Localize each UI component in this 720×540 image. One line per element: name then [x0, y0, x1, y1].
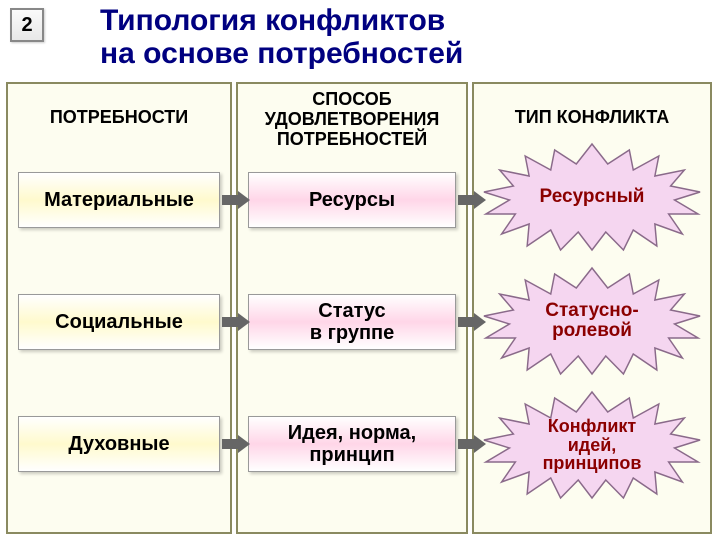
method-box-2: Статус в группе	[248, 294, 456, 350]
slide-number: 2	[21, 14, 32, 37]
method-box-3: Идея, норма, принцип	[248, 416, 456, 472]
arrow-icon	[222, 313, 250, 331]
conflict-2-l1: Статусно-	[545, 301, 638, 321]
arrow-icon	[458, 313, 486, 331]
slide-title: Типология конфликтов на основе потребнос…	[100, 4, 660, 70]
arrow-icon	[222, 191, 250, 209]
method-3-l1: Идея, норма,	[288, 422, 416, 444]
conflict-1-label: Ресурсный	[540, 187, 645, 207]
conflict-burst-2: Статусно- ролевой	[480, 266, 704, 376]
conflict-3-label: Конфликт идей, принципов	[543, 417, 642, 474]
method-2-l1: Статус	[310, 300, 395, 322]
col2-header-l1: СПОСОБ	[242, 90, 462, 110]
method-3-l2: принцип	[288, 444, 416, 466]
method-1-label: Ресурсы	[309, 189, 395, 211]
title-line-1: Типология конфликтов	[100, 4, 660, 37]
conflict-burst-1: Ресурсный	[480, 142, 704, 252]
col2-header: СПОСОБ УДОВЛЕТВОРЕНИЯ ПОТРЕБНОСТЕЙ	[238, 84, 466, 157]
column-conflict-type: ТИП КОНФЛИКТА Ресурсный Статусно- ролево…	[472, 82, 712, 534]
arrow-icon	[458, 435, 486, 453]
title-line-2: на основе потребностей	[100, 37, 660, 70]
conflict-burst-3: Конфликт идей, принципов	[480, 390, 704, 500]
arrow-icon	[458, 191, 486, 209]
arrow-icon	[222, 435, 250, 453]
conflict-3-l1: Конфликт	[543, 417, 642, 436]
method-box-1: Ресурсы	[248, 172, 456, 228]
conflict-3-l3: принципов	[543, 454, 642, 473]
need-2-label: Социальные	[55, 311, 183, 333]
column-method: СПОСОБ УДОВЛЕТВОРЕНИЯ ПОТРЕБНОСТЕЙ Ресур…	[236, 82, 468, 534]
need-box-1: Материальные	[18, 172, 220, 228]
col3-header: ТИП КОНФЛИКТА	[474, 84, 710, 136]
col2-header-l3: ПОТРЕБНОСТЕЙ	[242, 130, 462, 150]
column-needs: ПОТРЕБНОСТИ Материальные Социальные Духо…	[6, 82, 232, 534]
col1-header: ПОТРЕБНОСТИ	[8, 84, 230, 136]
slide-number-badge: 2	[10, 8, 44, 42]
need-3-label: Духовные	[68, 433, 169, 455]
need-1-label: Материальные	[44, 189, 194, 211]
need-box-2: Социальные	[18, 294, 220, 350]
col2-header-l2: УДОВЛЕТВОРЕНИЯ	[242, 110, 462, 130]
conflict-2-label: Статусно- ролевой	[545, 301, 638, 341]
need-box-3: Духовные	[18, 416, 220, 472]
columns-container: ПОТРЕБНОСТИ Материальные Социальные Духо…	[6, 82, 714, 534]
method-2-l2: в группе	[310, 322, 395, 344]
conflict-3-l2: идей,	[543, 436, 642, 455]
conflict-2-l2: ролевой	[545, 321, 638, 341]
